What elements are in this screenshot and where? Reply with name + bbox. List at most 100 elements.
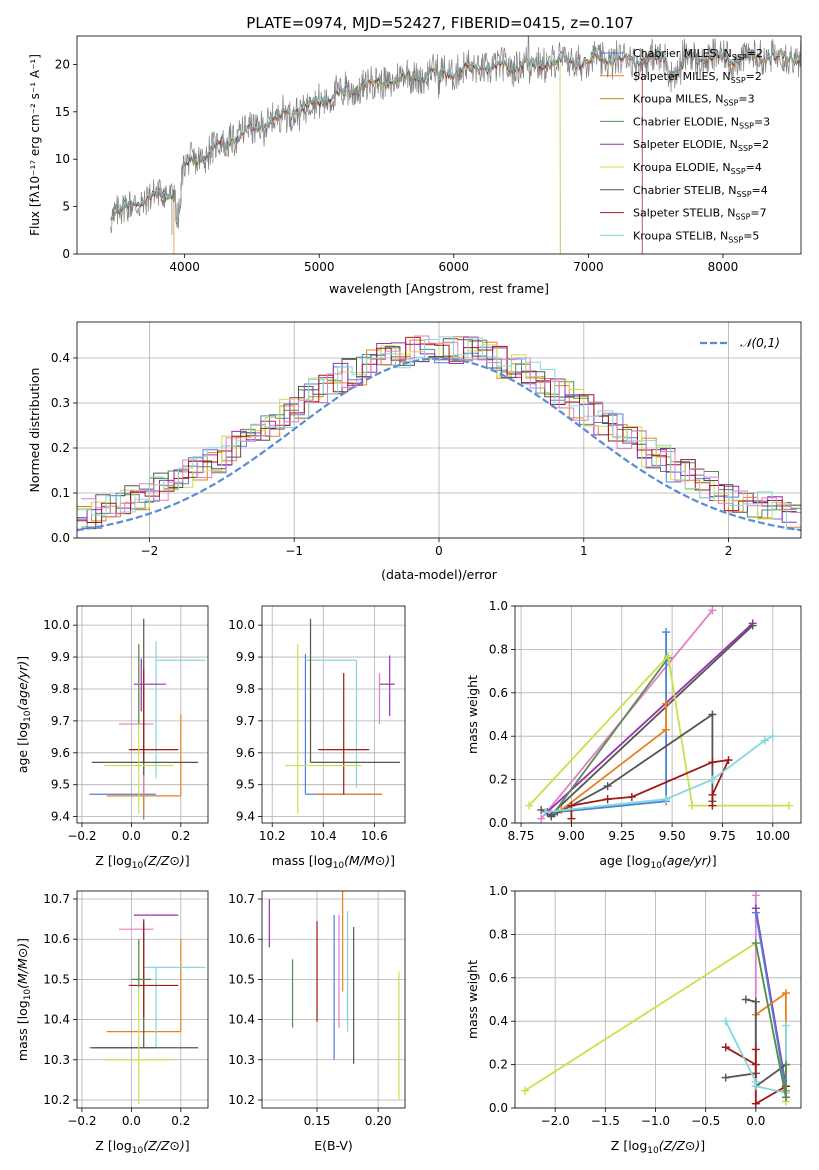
mass_weight_vs_Z-ytick-label: 0.4 (489, 1014, 508, 1028)
spectrum-panel: 4000 5000 6000 7000 8000 0 5 10 15 20 Chabrier MIL… (28, 35, 802, 296)
spectrum-xtick-label: 7000 (573, 260, 604, 274)
mass_weight_vs_age-marker (708, 790, 717, 799)
age_vs_mass-ytick-label: 10.0 (228, 618, 255, 632)
residual-histogram-line (77, 336, 801, 530)
age_vs_Z-frame (76, 605, 209, 824)
mass_weight_vs_age-marker (525, 801, 534, 810)
mass_weight_vs_age-marker (537, 805, 546, 814)
clip-mass_vs_Z-area (89, 914, 206, 1104)
residuals-xtick-label: 2 (725, 544, 733, 558)
mass_weight_vs_Z-marker (751, 908, 760, 917)
residuals-ytick-label: 0.2 (51, 441, 70, 455)
age_vs_Z-ytick-label: 9.7 (51, 714, 70, 728)
mass_weight_vs_Z-series-line (725, 1072, 756, 1079)
residuals-xtick-label: 1 (580, 544, 588, 558)
mass_weight_vs_Z-marker (741, 995, 750, 1004)
mass_vs_Z-ytick-label: 10.2 (43, 1093, 70, 1107)
mass_weight_vs_age-marker (784, 801, 793, 810)
age_vs_Z-ylabel: age [log10(age/yr)] (15, 656, 33, 773)
mass_weight_vs_Z-xtick-label: −1.5 (591, 1114, 620, 1128)
mass_weight_vs_age-series-line (550, 624, 754, 815)
age_vs_Z-xtick-label: 0.0 (122, 829, 141, 843)
spectrum-legend-label: Chabrier MILES, NSSP=2 (633, 47, 763, 62)
mass_weight_vs_Z-xtick-label: −2.0 (541, 1114, 570, 1128)
residuals-frame (76, 321, 802, 539)
residuals-ytick-label: 0.3 (51, 396, 70, 410)
spectrum-xtick-label: 6000 (439, 260, 470, 274)
mass_vs_ebv-frame (261, 890, 406, 1109)
mass_weight_vs_age-xlabel: age [log10(age/yr)] (599, 853, 716, 871)
spectrum-legend-label: Kroupa STELIB, NSSP=5 (633, 229, 759, 244)
mass_weight_vs_Z-ytick-label: 0.0 (489, 1101, 508, 1115)
residuals-ytick-label: 0.0 (51, 531, 70, 545)
mass_weight_vs_age-marker (662, 795, 671, 804)
mass_vs_ebv-ytick-label: 10.6 (228, 932, 255, 946)
age_vs_Z-ytick-label: 9.6 (51, 746, 70, 760)
mass_weight_vs_age-marker (688, 801, 697, 810)
mass_weight_vs_age-marker (724, 756, 733, 765)
mass_weight_vs_Z-marker (781, 988, 790, 997)
mass_vs_ebv-xtick-label: 0.20 (365, 1114, 392, 1128)
age_vs_mass-xtick-label: 10.4 (310, 829, 337, 843)
mass_weight_vs_age-marker (708, 758, 717, 767)
age_vs_Z-xtick-label: 0.2 (171, 829, 190, 843)
mass_weight_vs_Z-marker (751, 1082, 760, 1091)
age_vs_Z-xlabel: Z [log10(Z/Z⊙)] (95, 853, 189, 871)
mass_weight_vs_age-marker (547, 812, 556, 821)
spectrum-ytick-label: 0 (62, 247, 70, 261)
clip-age_vs_mass-area (284, 618, 400, 814)
spectrum-ytick-label: 5 (62, 200, 70, 214)
spectrum-legend-label: Kroupa ELODIE, NSSP=4 (633, 161, 762, 176)
spectrum-legend-label: Chabrier ELODIE, NSSP=3 (633, 115, 770, 130)
mass_weight_vs_Z-series-line (754, 912, 787, 1091)
mass_weight_vs_age-marker (567, 801, 576, 810)
mass_vs_ebv-ytick-label: 10.5 (228, 972, 255, 986)
mass_weight_vs_age-ytick-label: 0.6 (489, 686, 508, 700)
mass_vs_Z-ytick-label: 10.3 (43, 1053, 70, 1067)
mass_weight_vs_Z-marker (721, 1073, 730, 1082)
spectrum-ytick-label: 10 (55, 152, 70, 166)
clip-mass_weight_vs_age-area (525, 606, 793, 823)
mass_vs_ebv-ytick-label: 10.3 (228, 1053, 255, 1067)
clip-mass_vs_ebv-area (268, 891, 400, 1100)
clip-mass_weight_vs_Z-area (521, 891, 790, 1108)
mass_weight_vs_Z-marker (751, 1099, 760, 1108)
age_vs_mass-ytick-label: 9.8 (236, 682, 255, 696)
mass_weight_vs_age-frame (514, 605, 802, 824)
age_vs_mass-ytick-label: 9.5 (236, 778, 255, 792)
mass_vs_Z-ytick-label: 10.4 (43, 1013, 70, 1027)
mass_vs_Z-ytick-label: 10.6 (43, 932, 70, 946)
residuals-xtick-label: −1 (285, 544, 303, 558)
residual-histogram-line (81, 335, 801, 514)
spectrum-xtick-label: 8000 (708, 260, 739, 274)
age_vs_mass-ytick-label: 9.9 (236, 650, 255, 664)
mass_weight_vs_Z-marker (751, 939, 760, 948)
mass_weight_vs_age-marker (537, 814, 546, 823)
residuals-xlabel: (data-model)/error (381, 567, 498, 582)
mass_vs_Z-xlabel: Z [log10(Z/Z⊙)] (95, 1138, 189, 1156)
mass_weight_vs_Z-xtick-label: −1.0 (641, 1114, 670, 1128)
mass_vs_ebv-ytick-label: 10.4 (228, 1013, 255, 1027)
age_vs_Z-ytick-label: 9.4 (51, 810, 70, 824)
mass-weight-vs-age-panel: 8.75 9.00 9.25 9.50 9.75 10.00 0.0 0.2 0.4 0.6 0.8… (465, 599, 802, 871)
mass_weight_vs_age-marker (541, 808, 550, 817)
mass_weight_vs_age-marker (662, 725, 671, 734)
age_vs_mass-ytick-label: 9.6 (236, 746, 255, 760)
mass_weight_vs_age-ytick-label: 0.2 (489, 773, 508, 787)
mass_weight_vs_Z-marker (521, 1086, 530, 1095)
mass_weight_vs_age-marker (662, 628, 671, 637)
spectrum-ytick-label: 20 (55, 57, 70, 71)
mass-vs-metallicity-panel: −0.2 0.0 0.2 10.2 10.3 10.4 10.5 10.6 10.7 Z [log… (15, 890, 209, 1156)
mass_weight_vs_age-marker (708, 710, 717, 719)
spectrum-legend-label: Salpeter STELIB, NSSP=7 (633, 207, 767, 222)
mass_weight_vs_age-marker (627, 792, 636, 801)
residuals-panel: −2 −1 0 1 2 0.0 0.1 0.2 0.3 0.4 𝒩(0,1) (data-model)… (27, 321, 802, 582)
mass_weight_vs_Z-marker (751, 1060, 760, 1069)
mass_vs_Z-xtick-label: 0.2 (171, 1114, 190, 1128)
spectrum-model-line (110, 48, 801, 223)
age_vs_Z-xtick-label: −0.2 (67, 829, 96, 843)
mass_vs_Z-ytick-label: 10.5 (43, 972, 70, 986)
mass_weight_vs_age-series-line (546, 622, 754, 813)
mass_weight_vs_age-ytick-label: 1.0 (489, 599, 508, 613)
